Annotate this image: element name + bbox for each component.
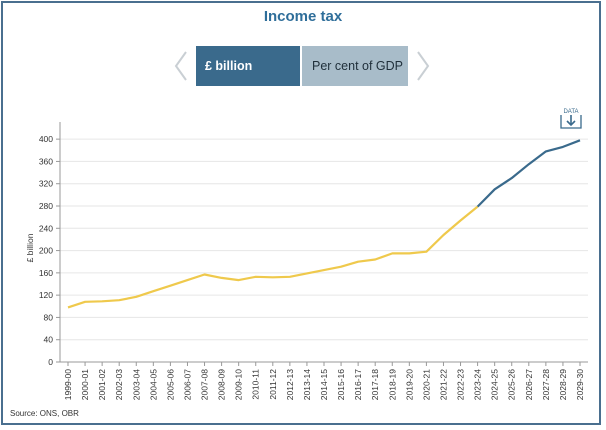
tab-percent-gdp[interactable]: Per cent of GDP (302, 46, 408, 86)
x-tick-label: 2022-23 (456, 369, 466, 400)
x-tick-label: 2009-10 (234, 369, 244, 400)
x-tick-label: 2025-26 (507, 369, 517, 400)
x-tick-label: 2003-04 (131, 369, 141, 400)
y-tick-label: 400 (39, 134, 53, 144)
x-tick-label: 2001-02 (97, 369, 107, 400)
tab-billion[interactable]: £ billion (196, 46, 300, 86)
y-tick-label: 240 (39, 223, 53, 233)
y-tick-label: 120 (39, 290, 53, 300)
chart-frame (1, 1, 601, 425)
x-tick-label: 2024-25 (490, 369, 500, 400)
x-tick-label: 2010-11 (251, 369, 261, 400)
x-tick-label: 2005-06 (165, 369, 175, 400)
chevron-left-icon[interactable] (174, 50, 188, 82)
unit-tabs: £ billion Per cent of GDP (196, 46, 408, 86)
chevron-right-icon[interactable] (416, 50, 430, 82)
x-tick-label: 2026-27 (524, 369, 534, 400)
x-tick-label: 2015-16 (336, 369, 346, 400)
y-tick-label: 320 (39, 179, 53, 189)
data-download-icon[interactable]: DATA (559, 106, 583, 132)
x-tick-label: 2012-13 (285, 369, 295, 400)
x-tick-label: 2006-07 (182, 369, 192, 400)
x-tick-label: 2019-20 (404, 369, 414, 400)
x-tick-label: 2014-15 (319, 369, 329, 400)
source-note: Source: ONS, OBR (10, 409, 79, 418)
y-axis-label: £ billion (25, 233, 35, 262)
series-line-1 (67, 205, 479, 309)
x-tick-label: 2027-28 (541, 369, 551, 400)
x-tick-label: 2023-24 (473, 369, 483, 400)
x-tick-label: 2020-21 (421, 369, 431, 400)
y-tick-label: 200 (39, 246, 53, 256)
x-tick-label: 2004-05 (148, 369, 158, 400)
x-tick-label: 2013-14 (302, 369, 312, 400)
x-tick-label: 1999-00 (63, 369, 73, 400)
y-tick-label: 360 (39, 156, 53, 166)
x-tick-label: 2029-30 (575, 369, 585, 400)
y-tick-label: 280 (39, 201, 53, 211)
x-tick-label: 2028-29 (558, 369, 568, 400)
y-tick-label: 0 (48, 357, 53, 367)
x-tick-label: 2008-09 (217, 369, 227, 400)
chart-title: Income tax (263, 8, 343, 25)
y-tick-label: 80 (44, 312, 54, 322)
x-tick-label: 2017-18 (370, 369, 380, 400)
x-tick-label: 2021-22 (438, 369, 448, 400)
series-line-2 (476, 139, 581, 208)
y-tick-label: 40 (44, 335, 54, 345)
x-tick-label: 2011-12 (268, 369, 278, 400)
x-tick-label: 2018-19 (387, 369, 397, 400)
data-button-label: DATA (563, 109, 578, 115)
x-tick-label: 2016-17 (353, 369, 363, 400)
x-tick-label: 2000-01 (80, 369, 90, 400)
x-tick-label: 2002-03 (114, 369, 124, 400)
x-tick-label: 2007-08 (200, 369, 210, 400)
y-tick-label: 160 (39, 268, 53, 278)
